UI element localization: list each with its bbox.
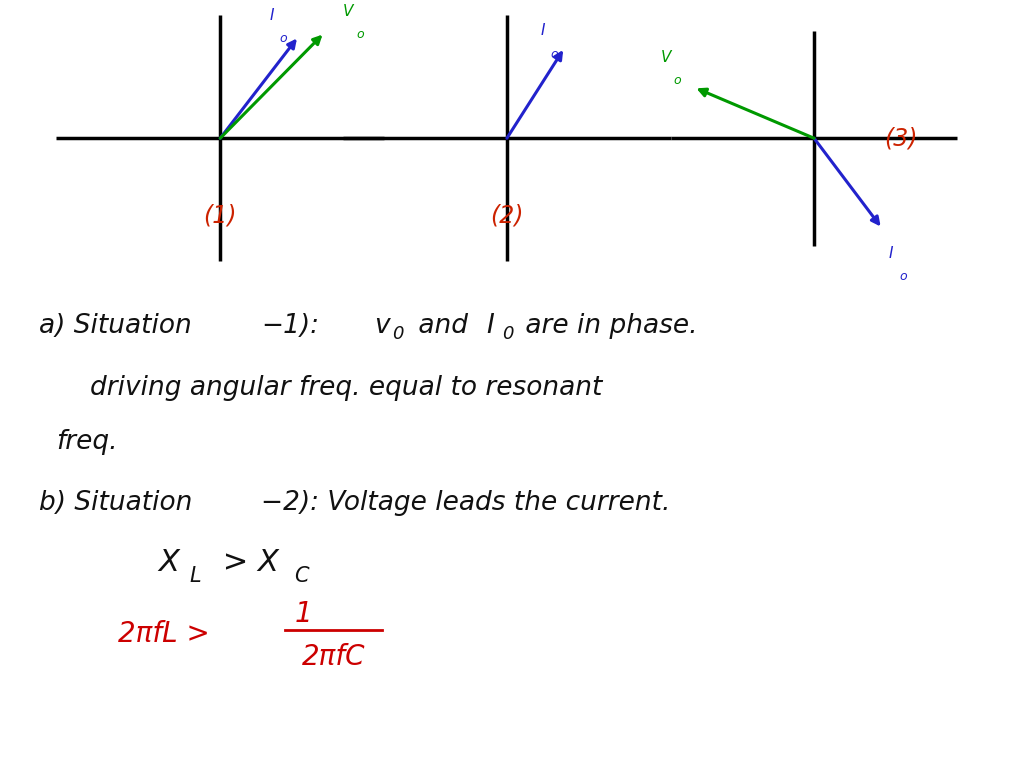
Text: o: o — [280, 32, 287, 45]
Text: driving angular freq. equal to resonant: driving angular freq. equal to resonant — [90, 375, 602, 401]
Text: V: V — [343, 4, 353, 19]
Text: v: v — [374, 313, 389, 339]
Text: V: V — [660, 50, 671, 65]
Text: 0: 0 — [392, 325, 403, 343]
Text: freq.: freq. — [56, 429, 118, 455]
Text: and: and — [410, 313, 476, 339]
Text: −1):: −1): — [261, 313, 319, 339]
Text: C: C — [294, 566, 308, 586]
Text: o: o — [551, 48, 558, 61]
Text: 0: 0 — [502, 325, 513, 343]
Text: a) Situation: a) Situation — [39, 313, 200, 339]
Text: I: I — [269, 8, 273, 23]
Text: o: o — [674, 74, 681, 88]
Text: −2): Voltage leads the current.: −2): Voltage leads the current. — [261, 490, 671, 516]
Text: I: I — [486, 313, 495, 339]
Text: X: X — [159, 548, 179, 577]
Text: are in phase.: are in phase. — [517, 313, 697, 339]
Text: L: L — [189, 566, 201, 586]
Text: I: I — [541, 23, 545, 38]
Text: (3): (3) — [885, 126, 918, 151]
Text: 2πfC: 2πfC — [302, 643, 366, 670]
Text: o: o — [356, 28, 364, 41]
Text: (1): (1) — [204, 203, 237, 227]
Text: I: I — [889, 246, 893, 261]
Text: (2): (2) — [490, 203, 523, 227]
Text: 2πfL >: 2πfL > — [118, 620, 218, 647]
Text: > X: > X — [213, 548, 279, 577]
Text: b) Situation: b) Situation — [39, 490, 201, 516]
Text: 1: 1 — [294, 601, 312, 628]
Text: o: o — [899, 270, 906, 283]
